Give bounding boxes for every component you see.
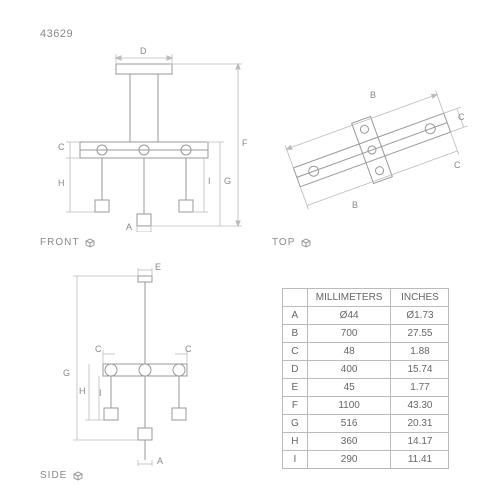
- dim-b-top1: B: [370, 90, 376, 100]
- table-cell: 700: [307, 325, 391, 343]
- table-cell: C: [283, 343, 308, 361]
- part-number: 43629: [40, 28, 73, 40]
- table-cell: 48: [307, 343, 391, 361]
- table-cell: B: [283, 325, 308, 343]
- table-cell: 290: [307, 451, 391, 469]
- dim-h-front: H: [58, 178, 65, 188]
- dim-g-front: G: [224, 176, 231, 186]
- cube-icon: [85, 238, 94, 247]
- dim-i-side: I: [99, 388, 102, 398]
- table-cell: 20.31: [391, 415, 449, 433]
- table-cell: Ø1.73: [391, 307, 449, 325]
- col-mm: MILLIMETERS: [307, 289, 391, 307]
- table-cell: G: [283, 415, 308, 433]
- side-view: E C C G H I A: [55, 268, 235, 466]
- table-cell: 1100: [307, 397, 391, 415]
- table-cell: 360: [307, 433, 391, 451]
- table-row: B70027.55: [283, 325, 449, 343]
- side-label: SIDE: [40, 470, 82, 481]
- table-cell: D: [283, 361, 308, 379]
- front-label: FRONT: [40, 237, 94, 248]
- dim-i-front: I: [208, 176, 211, 186]
- table-cell: 45: [307, 379, 391, 397]
- front-label-text: FRONT: [40, 237, 79, 248]
- table-row: C481.88: [283, 343, 449, 361]
- table-cell: F: [283, 397, 308, 415]
- dim-f: F: [242, 138, 248, 148]
- cube-icon: [73, 471, 82, 480]
- table-row: G51620.31: [283, 415, 449, 433]
- col-key: [283, 289, 308, 307]
- dim-c-front: C: [58, 142, 65, 152]
- table-cell: 27.55: [391, 325, 449, 343]
- table-row: I29011.41: [283, 451, 449, 469]
- table-row: F110043.30: [283, 397, 449, 415]
- table-cell: 400: [307, 361, 391, 379]
- table-cell: H: [283, 433, 308, 451]
- table-cell: 11.41: [391, 451, 449, 469]
- dim-c-top1: C: [458, 112, 465, 122]
- dim-c-side1: C: [95, 344, 102, 354]
- col-in: INCHES: [391, 289, 449, 307]
- table-cell: I: [283, 451, 308, 469]
- dim-c-side2: C: [185, 344, 192, 354]
- table-row: H36014.17: [283, 433, 449, 451]
- top-label-text: TOP: [272, 237, 295, 248]
- top-view: B B C C: [272, 60, 472, 230]
- table-cell: 15.74: [391, 361, 449, 379]
- dim-g-side: G: [63, 368, 70, 378]
- table-row: D40015.74: [283, 361, 449, 379]
- table-row: E451.77: [283, 379, 449, 397]
- dim-c-top2: C: [454, 160, 461, 170]
- table-cell: Ø44: [307, 307, 391, 325]
- side-label-text: SIDE: [40, 470, 67, 481]
- table-cell: A: [283, 307, 308, 325]
- table-cell: E: [283, 379, 308, 397]
- table-cell: 14.17: [391, 433, 449, 451]
- dimension-table: MILLIMETERS INCHES AØ44Ø1.73B70027.55C48…: [282, 288, 449, 469]
- dim-a-front: A: [126, 222, 132, 232]
- table-row: AØ44Ø1.73: [283, 307, 449, 325]
- table-header-row: MILLIMETERS INCHES: [283, 289, 449, 307]
- dim-d: D: [140, 46, 147, 56]
- top-label: TOP: [272, 237, 310, 248]
- dim-h-side: H: [79, 386, 86, 396]
- table-cell: 1.88: [391, 343, 449, 361]
- dim-b-top2: B: [352, 200, 358, 210]
- front-view: D C H F G I A: [40, 50, 248, 232]
- table-cell: 516: [307, 415, 391, 433]
- cube-icon: [301, 238, 310, 247]
- table-cell: 43.30: [391, 397, 449, 415]
- dim-a-side: A: [157, 456, 163, 466]
- table-cell: 1.77: [391, 379, 449, 397]
- dim-e-side: E: [155, 262, 161, 272]
